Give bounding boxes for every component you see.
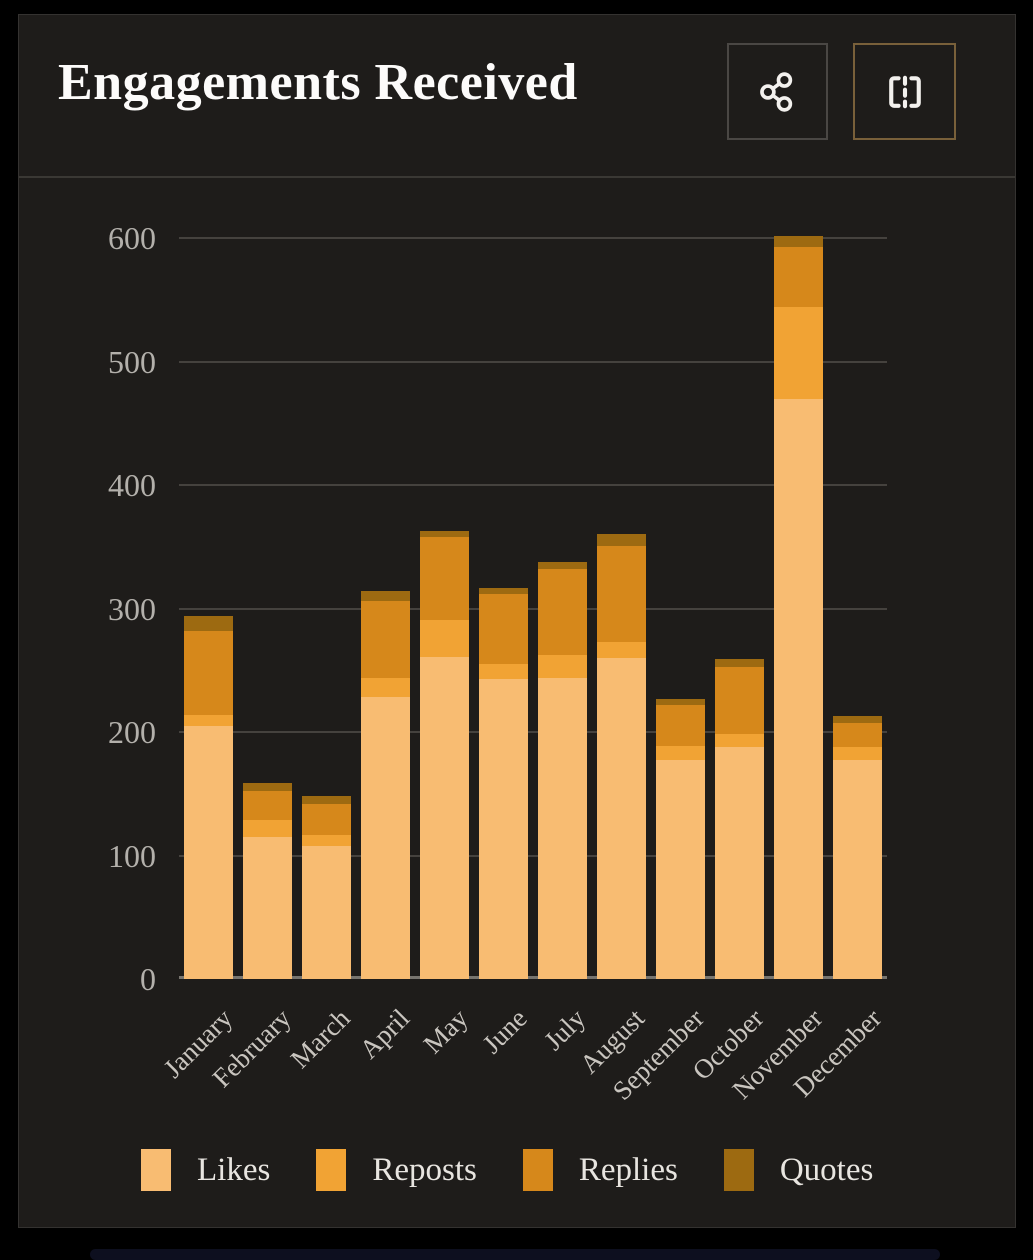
bar-segment-march-likes[interactable] bbox=[302, 845, 351, 979]
bar-segment-april-likes[interactable] bbox=[361, 697, 410, 979]
legend-swatch-replies bbox=[522, 1149, 553, 1191]
bar-segment-march-quotes[interactable] bbox=[302, 796, 351, 804]
chart-title: Engagements Received bbox=[58, 54, 578, 111]
y-tick-label-600: 600 bbox=[108, 220, 156, 256]
bar-segment-august-reposts[interactable] bbox=[597, 641, 646, 658]
gridline-600 bbox=[179, 237, 887, 239]
bar-segment-november-replies[interactable] bbox=[774, 246, 823, 308]
bar-segment-may-quotes[interactable] bbox=[420, 530, 469, 537]
bar-segment-august-quotes[interactable] bbox=[597, 534, 646, 546]
bar-segment-october-reposts[interactable] bbox=[715, 734, 764, 747]
bar-segment-march-reposts[interactable] bbox=[302, 834, 351, 846]
bar-segment-may-replies[interactable] bbox=[420, 536, 469, 620]
bar-segment-may-likes[interactable] bbox=[420, 656, 469, 979]
bar-segment-june-quotes[interactable] bbox=[479, 587, 528, 594]
plot-area bbox=[179, 235, 887, 979]
bar-segment-october-quotes[interactable] bbox=[715, 659, 764, 667]
bar-segment-february-quotes[interactable] bbox=[243, 782, 292, 792]
bar-segment-april-replies[interactable] bbox=[361, 601, 410, 678]
share-button[interactable] bbox=[727, 43, 828, 140]
y-tick-label-200: 200 bbox=[108, 714, 156, 750]
bar-segment-june-likes[interactable] bbox=[479, 678, 528, 979]
bar-segment-november-likes[interactable] bbox=[774, 398, 823, 979]
gridline-500 bbox=[179, 360, 887, 363]
bar-segment-september-replies[interactable] bbox=[656, 704, 705, 746]
bar-segment-december-quotes[interactable] bbox=[833, 715, 882, 724]
bar-segment-july-likes[interactable] bbox=[538, 677, 587, 979]
legend-label-replies: Replies bbox=[578, 1152, 678, 1188]
gridline-300 bbox=[179, 607, 887, 610]
engagements-card: Engagements Received bbox=[18, 14, 1016, 1228]
bar-segment-july-quotes[interactable] bbox=[538, 561, 587, 569]
card-header: Engagements Received bbox=[19, 15, 1015, 178]
bar-segment-december-likes[interactable] bbox=[833, 760, 882, 979]
bar-segment-september-quotes[interactable] bbox=[656, 698, 705, 705]
bar-segment-september-likes[interactable] bbox=[656, 760, 705, 979]
y-tick-label-500: 500 bbox=[108, 343, 156, 380]
snapshot-button[interactable] bbox=[853, 43, 956, 140]
bar-segment-august-replies[interactable] bbox=[597, 545, 646, 642]
y-tick-label-100: 100 bbox=[108, 837, 156, 874]
legend-item-likes[interactable]: Likes bbox=[141, 1149, 270, 1191]
y-tick-label-400: 400 bbox=[108, 467, 156, 503]
bar-segment-march-replies[interactable] bbox=[302, 803, 351, 835]
bar-segment-december-replies[interactable] bbox=[833, 723, 882, 747]
chart-legend: Likes Reposts Replies Quotes bbox=[141, 1149, 919, 1191]
bar-segment-january-quotes[interactable] bbox=[184, 615, 233, 631]
bar-segment-september-reposts[interactable] bbox=[656, 745, 705, 761]
y-tick-label-300: 300 bbox=[108, 590, 156, 627]
bar-segment-february-replies[interactable] bbox=[243, 791, 292, 820]
legend-swatch-quotes bbox=[723, 1149, 754, 1191]
bar-segment-february-likes[interactable] bbox=[243, 836, 292, 979]
legend-label-quotes: Quotes bbox=[779, 1152, 874, 1188]
y-tick-label-0: 0 bbox=[140, 961, 156, 997]
bar-segment-november-reposts[interactable] bbox=[774, 307, 823, 399]
bar-segment-january-replies[interactable] bbox=[184, 630, 233, 715]
bar-segment-january-likes[interactable] bbox=[184, 725, 233, 979]
bar-segment-october-likes[interactable] bbox=[715, 746, 764, 979]
legend-item-replies[interactable]: Replies bbox=[522, 1149, 678, 1191]
bar-segment-april-quotes[interactable] bbox=[361, 591, 410, 602]
bar-segment-october-replies[interactable] bbox=[715, 666, 764, 735]
snapshot-frame-icon bbox=[883, 70, 927, 114]
bar-segment-june-reposts[interactable] bbox=[479, 664, 528, 679]
gridline-100 bbox=[179, 854, 887, 857]
gridline-400 bbox=[179, 484, 887, 486]
legend-item-reposts[interactable]: Reposts bbox=[316, 1149, 477, 1191]
bar-segment-november-quotes[interactable] bbox=[774, 235, 823, 247]
bar-segment-february-reposts[interactable] bbox=[243, 819, 292, 837]
legend-swatch-likes bbox=[141, 1149, 171, 1191]
gridline-200 bbox=[179, 731, 887, 733]
legend-label-reposts: Reposts bbox=[372, 1152, 477, 1188]
window-dock-bar bbox=[90, 1249, 940, 1260]
bar-segment-july-replies[interactable] bbox=[538, 569, 587, 656]
bar-segment-may-reposts[interactable] bbox=[420, 619, 469, 657]
bar-segment-june-replies[interactable] bbox=[479, 593, 528, 665]
share-icon bbox=[756, 70, 800, 114]
legend-swatch-reposts bbox=[316, 1149, 347, 1191]
legend-label-likes: Likes bbox=[197, 1152, 271, 1188]
bar-segment-april-reposts[interactable] bbox=[361, 677, 410, 698]
bar-segment-january-reposts[interactable] bbox=[184, 714, 233, 726]
bar-segment-july-reposts[interactable] bbox=[538, 655, 587, 678]
bar-segment-december-reposts[interactable] bbox=[833, 746, 882, 761]
x-axis-line bbox=[179, 976, 887, 979]
bar-segment-august-likes[interactable] bbox=[597, 657, 646, 979]
legend-item-quotes[interactable]: Quotes bbox=[723, 1149, 874, 1191]
